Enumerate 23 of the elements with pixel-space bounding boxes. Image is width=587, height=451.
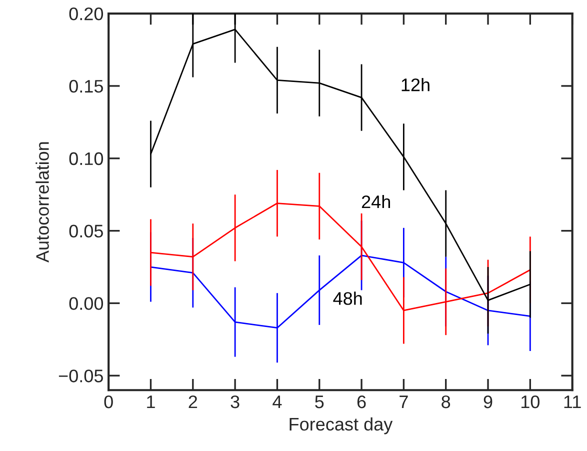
x-tick-label: 7	[400, 396, 408, 408]
x-tick-label: 0	[104, 395, 113, 408]
y-axis-title: Autocorrelation	[36, 142, 49, 263]
y-tick-label: 0.15	[69, 80, 103, 93]
text: 12h	[402, 78, 430, 92]
x-tick-label: 8	[442, 395, 450, 408]
x-tick-label: 10	[522, 395, 540, 408]
x-tick-label: 9	[484, 395, 492, 408]
x-axis-title: Forecast day	[290, 417, 393, 434]
series-label: 48h	[333, 292, 362, 305]
x-tick-label: 6	[357, 395, 366, 408]
series-label: 24h	[362, 194, 390, 208]
y-tick-label: 0.00	[69, 297, 104, 310]
x-tick-label: 11	[564, 396, 581, 408]
y-tick-label: 0.05	[69, 224, 103, 238]
x-tick-label: 4	[272, 396, 282, 408]
y-tick-label: −0.05	[58, 370, 103, 382]
x-tick-label: 3	[230, 395, 240, 408]
y-tick-label: 0.20	[69, 7, 104, 20]
x-tick-label: 5	[315, 396, 324, 408]
x-tick-label: 2	[188, 395, 198, 408]
x-tick-label: 1	[147, 396, 155, 408]
y-tick-label: 0.10	[69, 152, 104, 166]
